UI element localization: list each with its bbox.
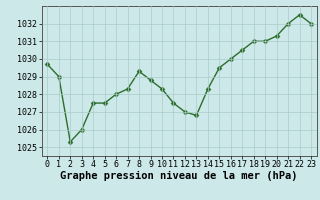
X-axis label: Graphe pression niveau de la mer (hPa): Graphe pression niveau de la mer (hPa) (60, 171, 298, 181)
